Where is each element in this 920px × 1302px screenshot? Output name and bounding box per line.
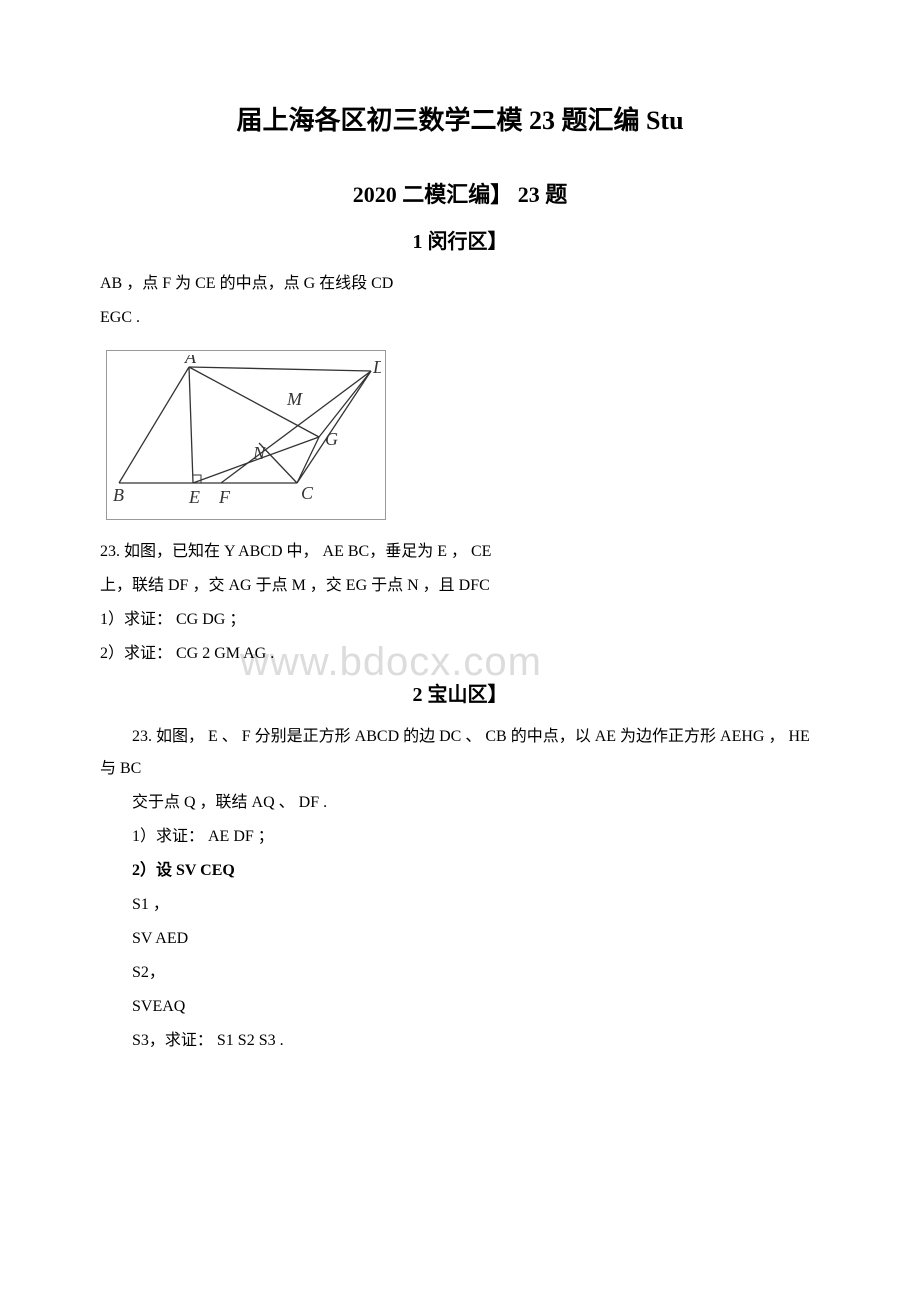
section-1-line-2: EGC . [100,302,820,334]
problem-23-part-2: 2）求证： CG 2 GM AG . [100,638,820,670]
section-1-heading: 1 闵行区】 [100,225,820,254]
section-2-line-9: S3，求证： S1 S2 S3 . [100,1025,820,1057]
svg-text:A: A [184,355,197,367]
svg-text:N: N [252,443,266,463]
problem-23-line-2: 上，联结 DF ，交 AG 于点 M ，交 EG 于点 N ，且 DFC [100,570,820,602]
svg-text:M: M [286,389,303,409]
page-title: 届上海各区初三数学二模 23 题汇编 Stu [100,100,820,137]
section-2-line-4: 2）设 SV CEQ [100,855,820,887]
section-2-line-7: S2， [100,957,820,989]
section-2-line-1: 23. 如图， E 、 F 分别是正方形 ABCD 的边 DC 、 CB 的中点… [100,721,820,785]
section-1-line-1: AB ，点 F 为 CE 的中点，点 G 在线段 CD [100,268,820,300]
svg-text:F: F [218,487,231,507]
document-content: 届上海各区初三数学二模 23 题汇编 Stu 2020 二模汇编】 23 题 1… [100,100,820,1057]
problem-23-part-1: 1）求证： CG DG ； [100,604,820,636]
geometry-diagram-svg: A B EF C D G M N [111,355,381,510]
geometry-diagram-box: A B EF C D G M N [106,350,386,520]
section-2-line-6: SV AED [100,923,820,955]
section-2-line-8: SVEAQ [100,991,820,1023]
subtitle-compilation: 2020 二模汇编】 23 题 [100,177,820,209]
section-2-line-2: 交于点 Q ，联结 AQ 、 DF . [100,787,820,819]
section-2-heading: 2 宝山区】 [100,678,820,707]
section-2-line-5: S1 ， [100,889,820,921]
svg-text:C: C [301,483,314,503]
svg-text:D: D [372,357,381,377]
svg-text:B: B [113,485,124,505]
geometry-diagram-container: A B EF C D G M N [100,344,820,526]
problem-23-line-1: 23. 如图，已知在 Y ABCD 中， AE BC，垂足为 E ， CE [100,536,820,568]
svg-text:G: G [325,429,338,449]
section-2-line-3: 1）求证： AE DF ； [100,821,820,853]
svg-text:E: E [188,487,200,507]
